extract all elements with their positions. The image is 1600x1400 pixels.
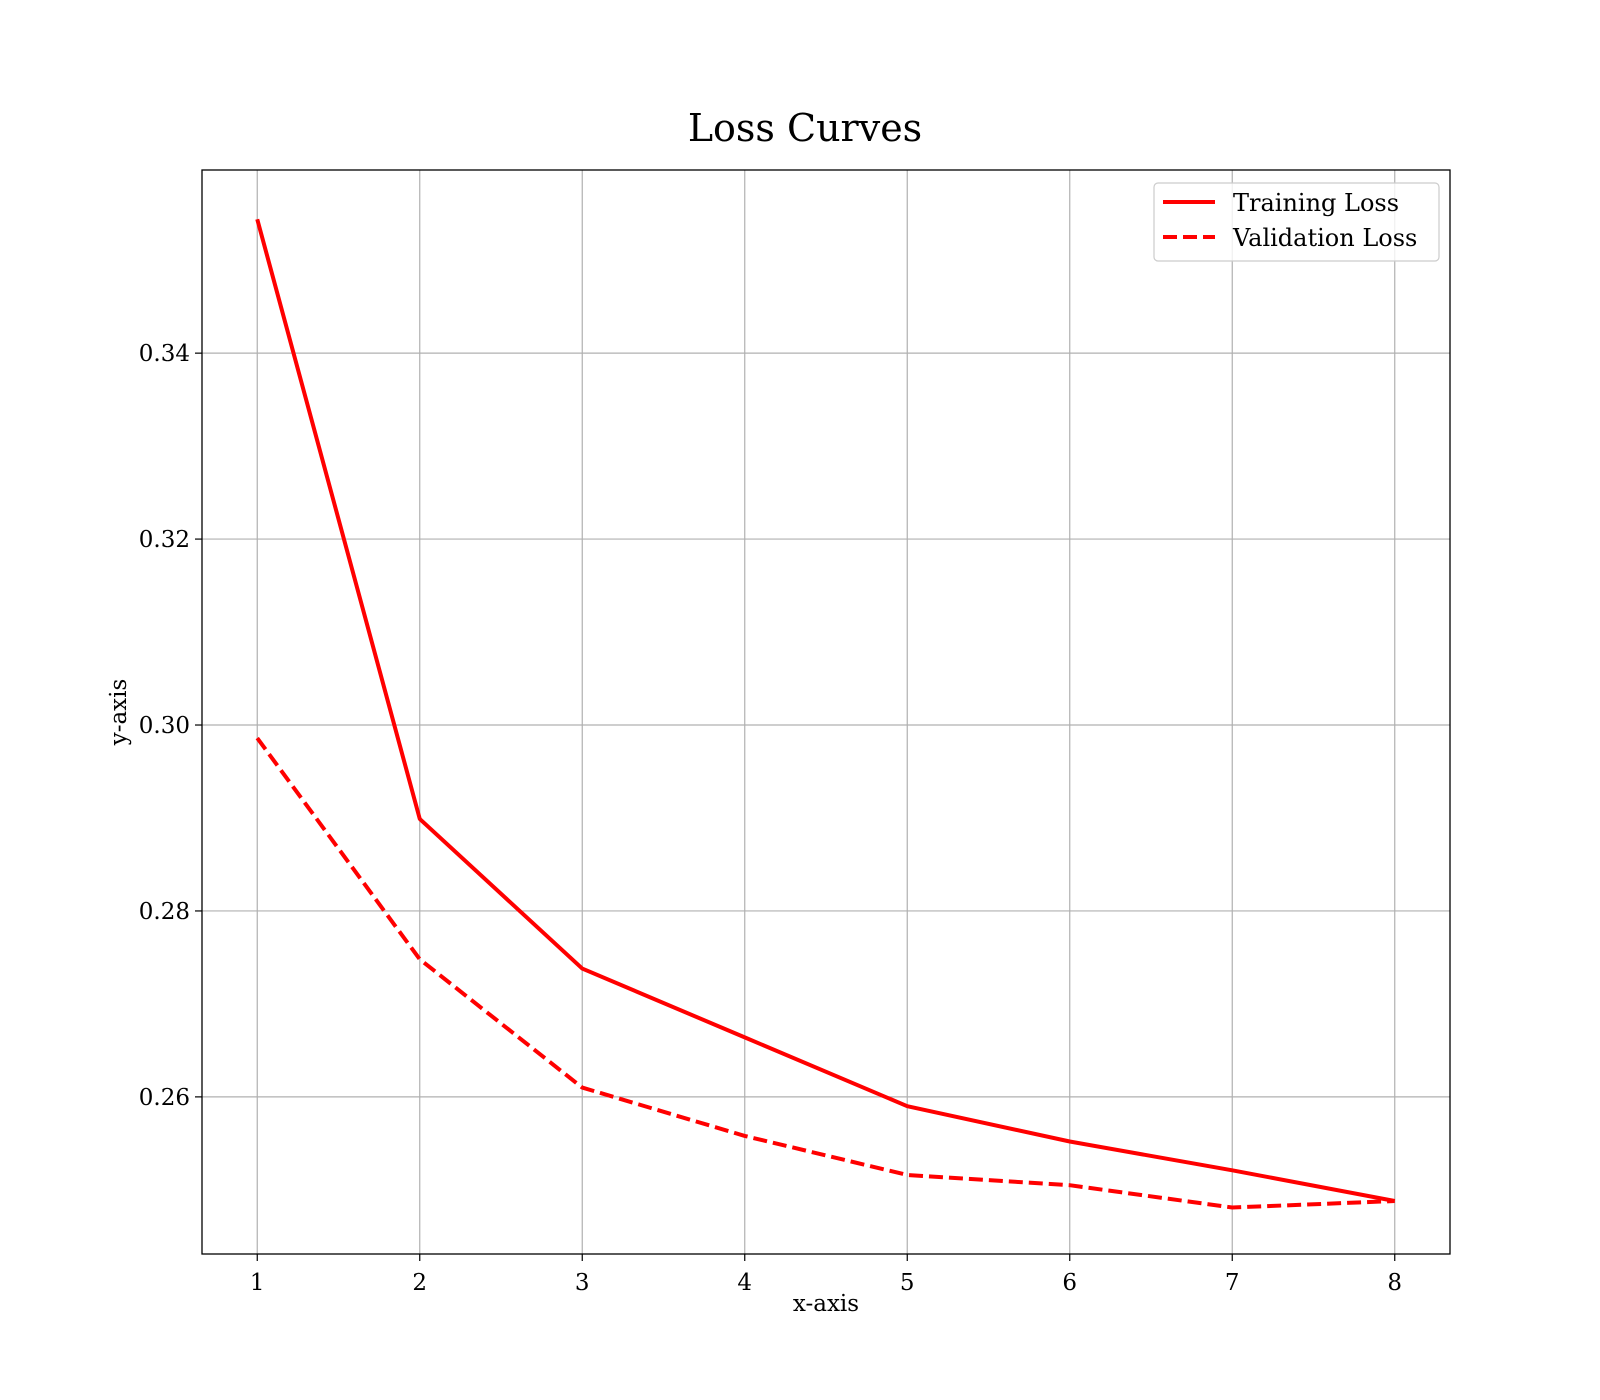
legend: Training Loss Validation Loss [1153, 182, 1440, 262]
y-axis-label: y-axis [106, 679, 132, 747]
y-tick-label: 0.26 [139, 1085, 190, 1111]
axes-frame [201, 169, 1451, 1255]
series-line-validation-loss [255, 736, 1395, 1210]
legend-label-training-loss: Training Loss [1233, 189, 1399, 217]
x-tick-label: 5 [900, 1270, 915, 1296]
y-tick-label: 0.28 [139, 899, 190, 925]
x-axis-label: x-axis [793, 1291, 859, 1317]
series-line-training-loss [255, 218, 1396, 1203]
legend-box [1153, 182, 1440, 262]
y-tick-label: 0.30 [139, 713, 190, 739]
x-tick-label: 8 [1387, 1270, 1402, 1296]
axis-ticks: 1 2 3 4 5 6 7 8 0.26 0.28 0.30 0.32 0.34 [139, 341, 1402, 1296]
y-tick-label: 0.34 [139, 341, 190, 367]
x-tick-label: 4 [737, 1270, 752, 1296]
legend-label-validation-loss: Validation Loss [1232, 224, 1417, 252]
plot-series [255, 218, 1396, 1210]
y-tick-label: 0.32 [139, 527, 190, 553]
grid-lines [202, 170, 1450, 1254]
x-tick-label: 2 [412, 1270, 427, 1296]
x-tick-label: 6 [1062, 1270, 1077, 1296]
chart-title: Loss Curves [688, 106, 922, 150]
x-tick-label: 1 [250, 1270, 265, 1296]
x-tick-label: 3 [575, 1270, 590, 1296]
x-tick-label: 7 [1225, 1270, 1240, 1296]
